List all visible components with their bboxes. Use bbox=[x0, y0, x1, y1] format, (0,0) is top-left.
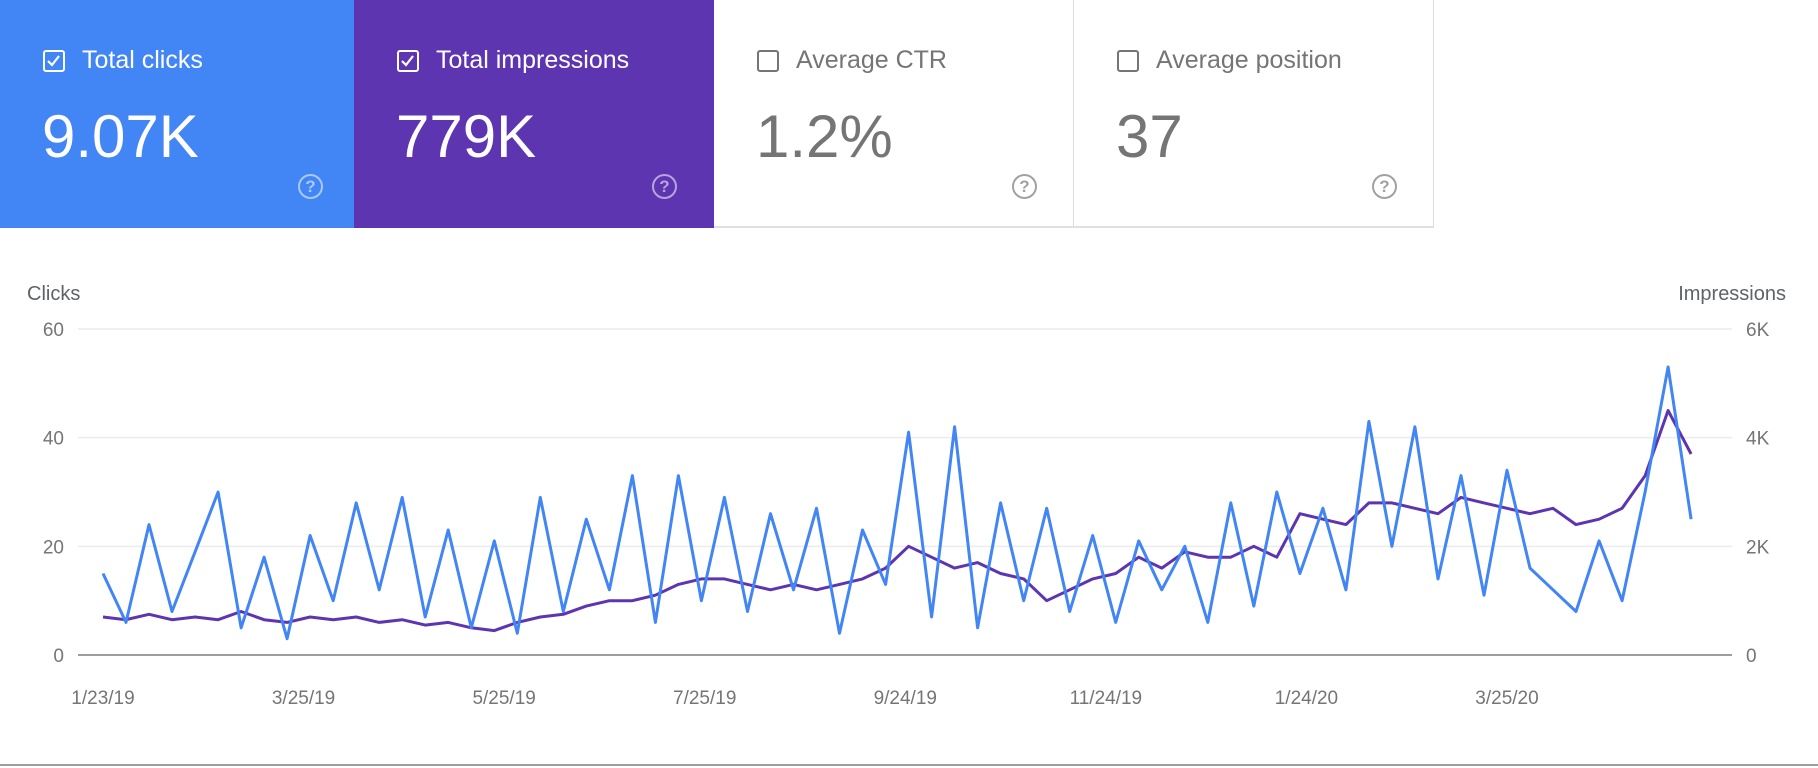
y-left-tick: 20 bbox=[43, 537, 64, 558]
question-circle-icon[interactable]: ? bbox=[1372, 174, 1397, 199]
x-tick: 1/24/20 bbox=[1275, 688, 1338, 709]
performance-chart: Clicks Impressions 0 20 40 60 0 2K 4K 6K 1/23/1… bbox=[27, 283, 1786, 709]
y-right-tick: 0 bbox=[1746, 646, 1757, 667]
series-line-impressions bbox=[102, 409, 1693, 633]
card-total-impressions[interactable]: Total impressions 779K ? bbox=[354, 0, 714, 228]
question-circle-icon[interactable]: ? bbox=[298, 174, 323, 199]
card-label: Average CTR bbox=[796, 46, 947, 74]
x-tick: 5/25/19 bbox=[472, 688, 535, 709]
card-total-clicks[interactable]: Total clicks 9.07K ? bbox=[0, 0, 354, 228]
y-right-tick: 2K bbox=[1746, 537, 1770, 558]
checkbox-unchecked-icon[interactable] bbox=[757, 50, 779, 72]
y-left-tick: 0 bbox=[53, 646, 64, 667]
card-label: Average position bbox=[1156, 46, 1342, 74]
x-tick: 1/23/19 bbox=[71, 688, 134, 709]
series-line-clicks bbox=[101, 365, 1693, 641]
x-tick: 7/25/19 bbox=[673, 688, 736, 709]
checkbox-unchecked-icon[interactable] bbox=[1117, 50, 1139, 72]
checkbox-checked-icon[interactable] bbox=[397, 50, 419, 72]
x-tick: 3/25/19 bbox=[272, 688, 335, 709]
y-left-label: Clicks bbox=[27, 283, 80, 305]
question-circle-icon[interactable]: ? bbox=[1012, 174, 1037, 199]
y-right-tick: 6K bbox=[1746, 320, 1770, 341]
x-tick: 3/25/20 bbox=[1475, 688, 1538, 709]
y-left-tick: 40 bbox=[43, 429, 64, 450]
y-left-tick: 60 bbox=[43, 320, 64, 341]
card-value: 779K bbox=[396, 103, 537, 170]
card-value: 9.07K bbox=[42, 103, 199, 170]
y-right-label: Impressions bbox=[1678, 283, 1786, 305]
card-label: Total impressions bbox=[436, 46, 630, 74]
x-tick: 9/24/19 bbox=[874, 688, 937, 709]
card-average-position[interactable]: Average position 37 ? bbox=[1074, 0, 1434, 228]
checkbox-checked-icon[interactable] bbox=[43, 50, 65, 72]
card-value: 1.2% bbox=[756, 103, 893, 170]
card-value: 37 bbox=[1116, 103, 1183, 170]
y-right-tick: 4K bbox=[1746, 429, 1770, 450]
x-tick: 11/24/19 bbox=[1070, 688, 1143, 709]
question-circle-icon[interactable]: ? bbox=[652, 174, 677, 199]
card-label: Total clicks bbox=[82, 46, 203, 74]
card-average-ctr[interactable]: Average CTR 1.2% ? bbox=[714, 0, 1074, 228]
divider bbox=[0, 764, 1818, 766]
